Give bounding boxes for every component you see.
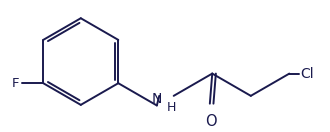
Text: O: O: [205, 114, 217, 129]
Text: H: H: [166, 101, 176, 114]
Text: N: N: [151, 92, 162, 106]
Text: F: F: [12, 77, 19, 90]
Text: Cl: Cl: [300, 67, 314, 81]
